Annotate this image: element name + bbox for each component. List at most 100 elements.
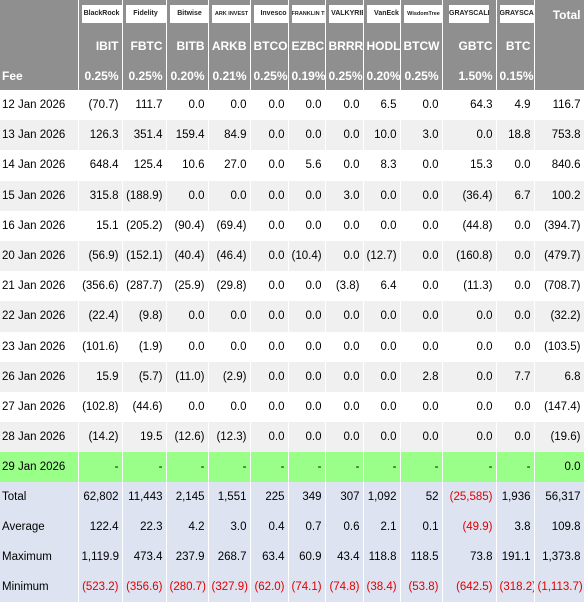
flow-cell: 0.0 <box>288 210 326 241</box>
issuer-logo: GRAYSCALE <box>499 4 533 23</box>
row-label: 28 Jan 2026 <box>0 422 79 453</box>
flow-cell: (29.8) <box>208 271 251 302</box>
row-label: 12 Jan 2026 <box>0 90 79 121</box>
flow-cell: 0.0 <box>442 331 497 362</box>
row-label: Maximum <box>0 542 79 573</box>
flow-cell: (9.8) <box>122 301 167 332</box>
fee-brrr: 0.25% <box>325 61 364 90</box>
table-row: 28 Jan 2026 (14.2) 19.5 (12.6) (12.3) 0.0 0.0 0… <box>0 422 584 453</box>
flow-cell: 15.9 <box>78 361 123 392</box>
fee-arkb: 0.21% <box>208 61 251 90</box>
flow-cell: 0.0 <box>363 391 401 423</box>
flow-cell: 225 <box>250 482 289 513</box>
row-label: 22 Jan 2026 <box>0 301 79 332</box>
issuer-logo-cell: WisdomTree <box>400 0 443 30</box>
ticker-brrr: BRRR <box>325 30 364 61</box>
flow-cell: 0.0 <box>250 271 289 302</box>
flow-cell: (38.4) <box>363 572 401 603</box>
flow-cell: 0.0 <box>166 180 209 211</box>
row-total: (1,113.7) <box>534 572 584 603</box>
row-label: 16 Jan 2026 <box>0 210 79 241</box>
table-row: 23 Jan 2026 (101.6) (1.9) 0.0 0.0 0.0 0.0 0.0 0.… <box>0 331 584 362</box>
flow-cell: 3.0 <box>400 120 443 151</box>
flow-cell: 3.8 <box>496 512 535 543</box>
flow-cell: 0.0 <box>250 422 289 453</box>
flow-cell: 0.0 <box>325 361 364 392</box>
flow-cell: (46.4) <box>208 240 251 272</box>
issuer-logo-cell: Invesco <box>250 0 289 30</box>
flow-cell: 0.0 <box>325 240 364 272</box>
ticker-ezbc: EZBC <box>288 30 326 61</box>
row-total: 56,317 <box>534 482 584 513</box>
flow-cell: (356.6) <box>78 271 123 302</box>
flow-cell: - <box>122 452 167 483</box>
ticker-total-cell <box>534 30 584 61</box>
flow-cell: - <box>325 452 364 483</box>
flow-cell: 5.6 <box>288 150 326 181</box>
flow-cell: - <box>78 452 123 483</box>
flow-cell: 0.0 <box>442 422 497 453</box>
flow-cell: 0.0 <box>250 90 289 121</box>
flow-cell: 84.9 <box>208 120 251 151</box>
row-label: Minimum <box>0 572 79 603</box>
flow-cell: (70.7) <box>78 90 123 121</box>
flow-cell: 0.0 <box>250 301 289 332</box>
issuer-logo: Bitwise <box>169 4 207 23</box>
flow-cell: (56.9) <box>78 240 123 272</box>
ticker-btcw: BTCW <box>400 30 443 61</box>
flow-cell: - <box>288 452 326 483</box>
flow-cell: 2,145 <box>166 482 209 513</box>
flow-cell: 6.7 <box>496 180 535 211</box>
flow-cell: 126.3 <box>78 120 123 151</box>
flow-cell: (74.8) <box>325 572 364 603</box>
flow-cell: 0.0 <box>496 301 535 332</box>
flow-cell: (25.9) <box>166 271 209 302</box>
flow-cell: (69.4) <box>208 210 251 241</box>
flow-cell: (12.3) <box>208 422 251 453</box>
table-row: 13 Jan 2026 126.3 351.4 159.4 84.9 0.0 0.0 0.0 1… <box>0 120 584 151</box>
flow-cell: (2.9) <box>208 361 251 392</box>
flow-cell: 0.0 <box>363 422 401 453</box>
row-label: Average <box>0 512 79 543</box>
flow-cell: 118.5 <box>400 542 443 573</box>
flow-cell: 1,119.9 <box>78 542 123 573</box>
ticker-bitb: BITB <box>166 30 209 61</box>
flow-cell: 1,551 <box>208 482 251 513</box>
flow-cell: 122.4 <box>78 512 123 543</box>
row-total: (147.4) <box>534 391 584 423</box>
flow-cell: 118.8 <box>363 542 401 573</box>
flow-cell: (44.8) <box>442 210 497 241</box>
row-total: 6.8 <box>534 361 584 392</box>
flow-cell: 0.0 <box>400 240 443 272</box>
flow-cell: 268.7 <box>208 542 251 573</box>
flow-cell: (5.7) <box>122 361 167 392</box>
flow-cell: 0.0 <box>250 180 289 211</box>
flow-cell: (12.7) <box>363 240 401 272</box>
flow-cell: 27.0 <box>208 150 251 181</box>
flow-cell: (40.4) <box>166 240 209 272</box>
row-label: 15 Jan 2026 <box>0 180 79 211</box>
flow-cell: (10.4) <box>288 240 326 272</box>
flow-cell: 0.0 <box>325 90 364 121</box>
ticker-hodl: HODL <box>363 30 401 61</box>
flow-cell: 191.1 <box>496 542 535 573</box>
flow-cell: (90.4) <box>166 210 209 241</box>
flow-cell: (327.9) <box>208 572 251 603</box>
summary-row: Average 122.4 22.3 4.2 3.0 0.4 0.7 0.6 2.1 0.1 (49… <box>0 512 584 543</box>
flow-cell: (152.1) <box>122 240 167 272</box>
ticker-arkb: ARKB <box>208 30 251 61</box>
flow-cell: 1,092 <box>363 482 401 513</box>
fee-label: Fee <box>0 61 79 90</box>
flow-cell: 0.0 <box>208 301 251 332</box>
ticker-gbtc: GBTC <box>442 30 497 61</box>
flow-cell: - <box>166 452 209 483</box>
row-label: 21 Jan 2026 <box>0 271 79 302</box>
row-label: 27 Jan 2026 <box>0 391 79 423</box>
flow-cell: 0.0 <box>250 361 289 392</box>
flow-cell: (53.8) <box>400 572 443 603</box>
flow-cell: 351.4 <box>122 120 167 151</box>
flow-cell: (1.9) <box>122 331 167 362</box>
fee-fbtc: 0.25% <box>122 61 167 90</box>
flow-cell: 0.0 <box>363 361 401 392</box>
flow-cell: 22.3 <box>122 512 167 543</box>
